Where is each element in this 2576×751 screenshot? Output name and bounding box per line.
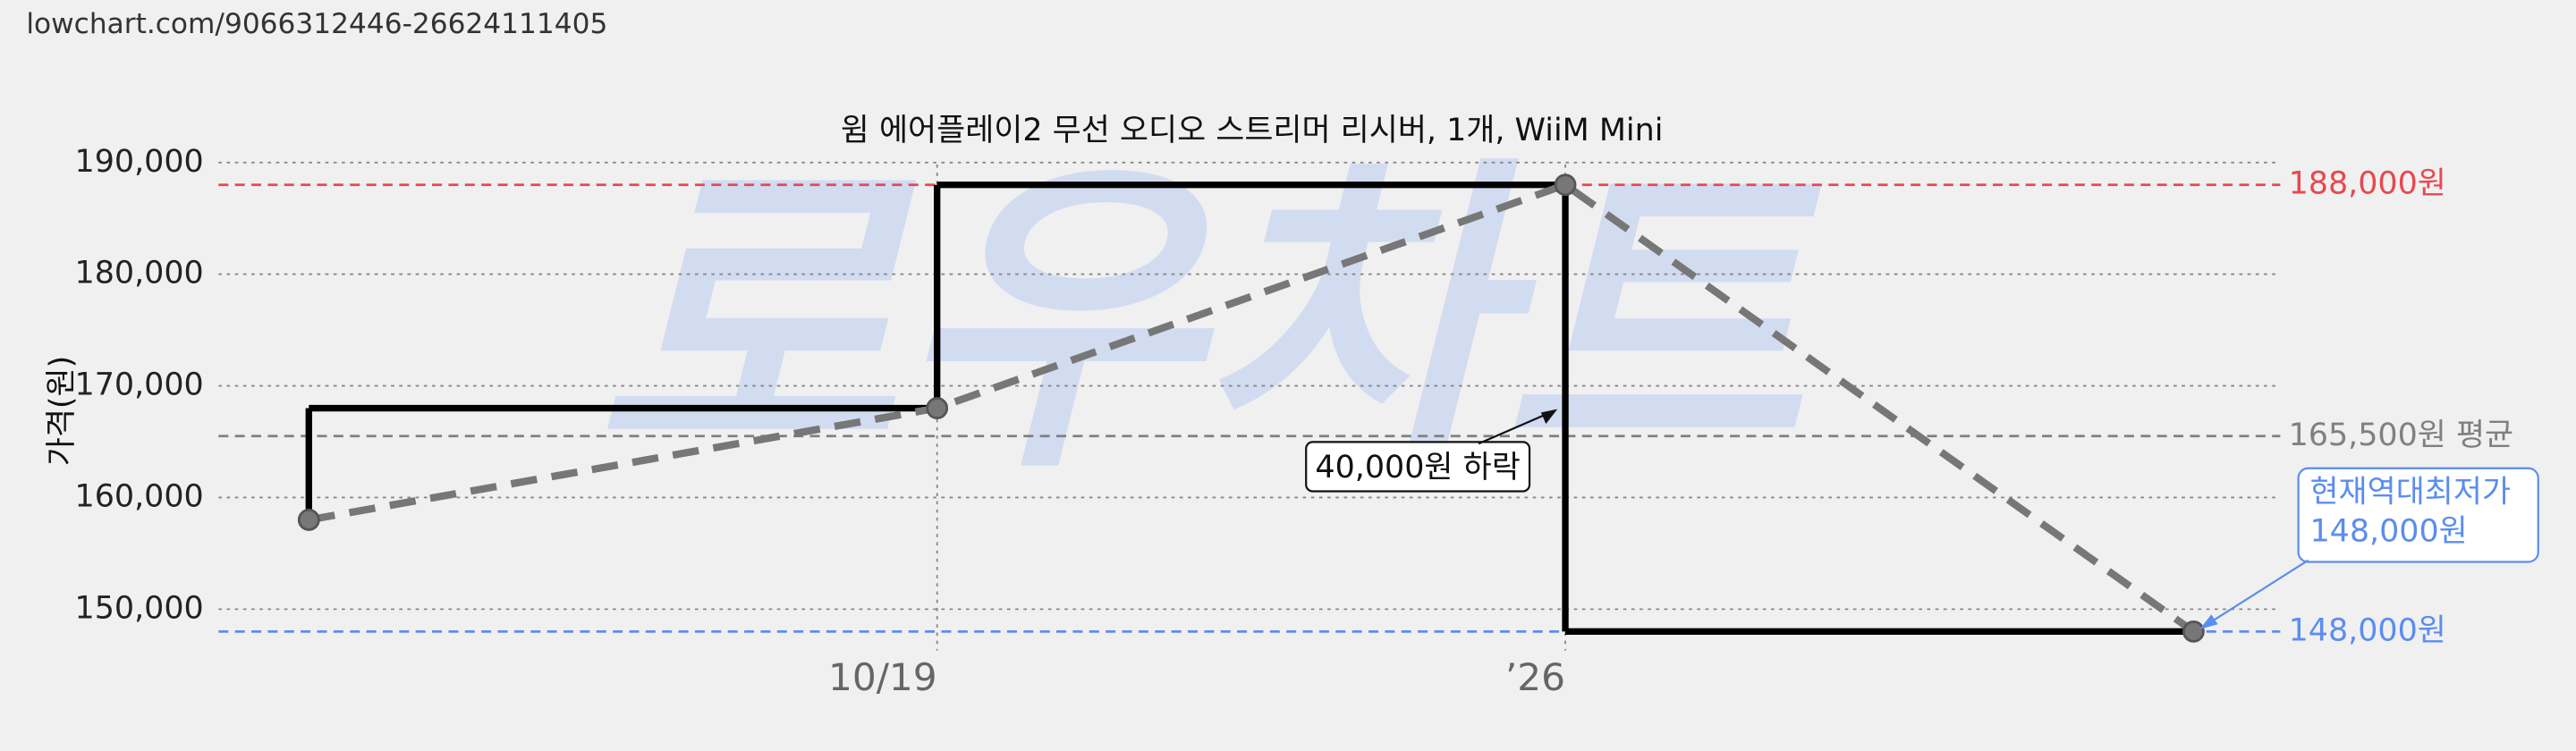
x-tick-label: 10/19	[828, 655, 937, 699]
watermark: 로우차트	[595, 130, 1825, 512]
y-tick-label: 180,000	[75, 256, 204, 291]
data-point	[926, 397, 949, 419]
annotation-box	[1305, 441, 1531, 493]
annotation-text: 40,000원 하락	[1315, 450, 1520, 485]
callout-arrow	[2204, 559, 2309, 628]
data-point	[297, 509, 320, 531]
y-tick-label: 170,000	[75, 367, 204, 403]
callout-text: 148,000원	[2309, 513, 2467, 549]
y-axis-label: 가격(원)	[44, 356, 80, 466]
url: lowchart.com/9066312446-26624111405	[26, 8, 607, 40]
reference-label: 165,500원 평균	[2289, 418, 2514, 453]
data-point	[2182, 620, 2205, 643]
arrow-head	[1540, 409, 1558, 425]
annotation-arrow	[1478, 409, 1555, 445]
y-tick-label: 160,000	[75, 478, 204, 514]
chart-title: 윔 에어플레이2 무선 오디오 스트리머 리시버, 1개, WiiM Mini	[841, 113, 1664, 148]
reference-label: 188,000원	[2289, 166, 2446, 202]
arrow-head	[2199, 614, 2218, 629]
trend-line	[308, 181, 2196, 635]
callout-text: 현재역대최저가	[2309, 474, 2511, 510]
x-tick-label: ’26	[1505, 655, 1565, 699]
data-point	[1554, 173, 1577, 197]
y-tick-label: 150,000	[75, 590, 204, 626]
reference-label: 148,000원	[2289, 612, 2446, 648]
plot-area: 150,000 160,000 170,000 180,000 190,000 10/19…	[75, 144, 2539, 699]
callout-box	[2297, 467, 2539, 563]
y-tick-label: 190,000	[75, 144, 204, 180]
